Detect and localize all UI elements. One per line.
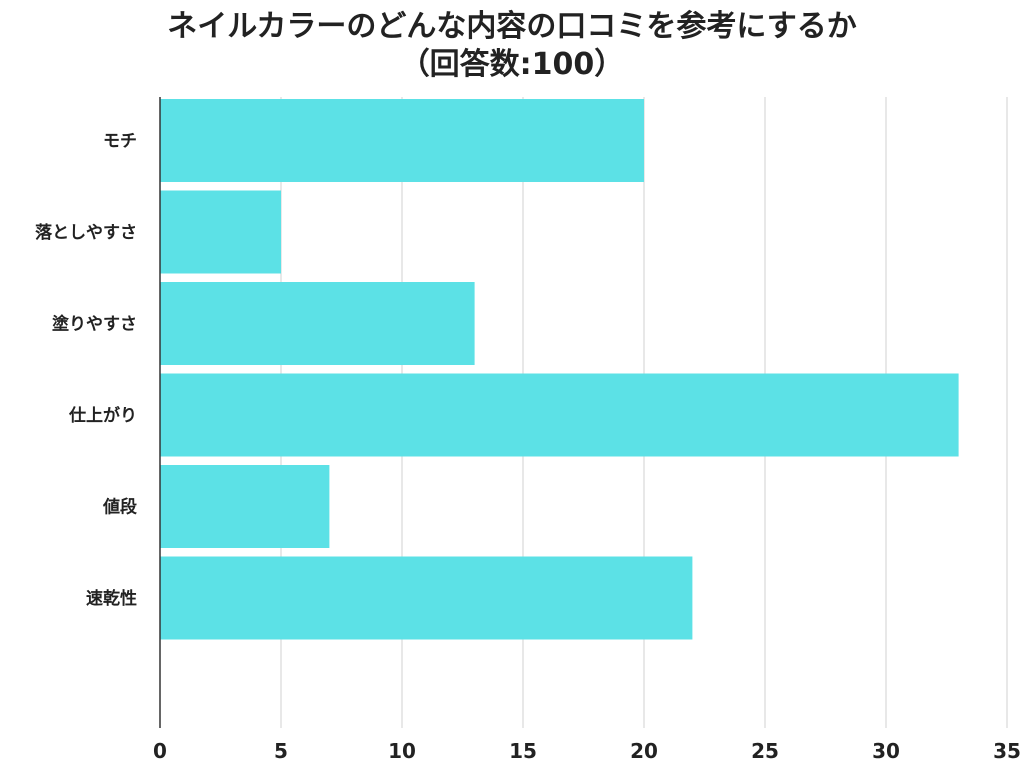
bar-6 <box>160 556 693 640</box>
bar-5 <box>160 465 330 548</box>
x-tick-label-0: 0 <box>153 739 167 763</box>
chart-subtitle: （回答数:100） <box>399 47 625 82</box>
x-tick-label-5: 5 <box>274 739 288 763</box>
x-tick-label-25: 25 <box>751 739 779 763</box>
chart-title-block: ネイルカラーのどんな内容の口コミを参考にするか （回答数:100） <box>0 8 1024 84</box>
category-label-2: 落としやすさ <box>35 223 137 243</box>
bar-1 <box>160 99 644 182</box>
x-tick-label-20: 20 <box>630 739 658 763</box>
x-tick-label-30: 30 <box>872 739 900 763</box>
x-tick-label-35: 35 <box>993 739 1021 763</box>
category-label-6: 速乾性 <box>86 588 137 609</box>
category-label-5: 値段 <box>102 497 137 518</box>
category-label-1: モチ <box>103 132 137 152</box>
bar-2 <box>160 190 281 274</box>
x-tick-label-15: 15 <box>509 739 537 763</box>
x-tick-label-10: 10 <box>388 739 416 763</box>
category-label-3: 塗りやすさ <box>52 314 137 335</box>
chart-title: ネイルカラーのどんな内容の口コミを参考にするか <box>167 9 857 44</box>
bar-4 <box>160 373 959 457</box>
category-label-4: 仕上がり <box>68 405 137 426</box>
bar-3 <box>160 282 475 365</box>
